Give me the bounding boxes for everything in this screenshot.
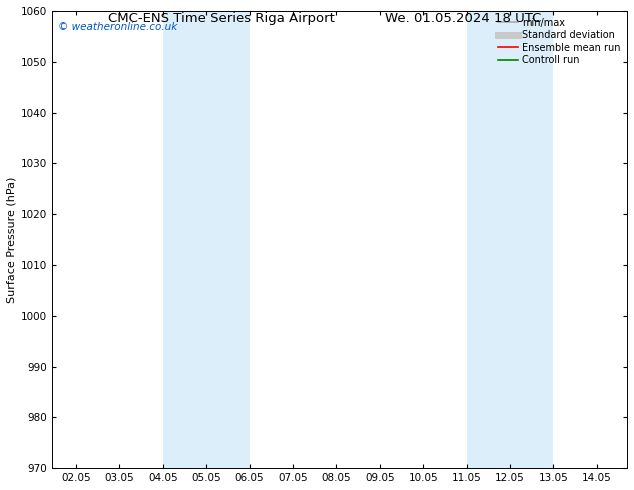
Legend: min/max, Standard deviation, Ensemble mean run, Controll run: min/max, Standard deviation, Ensemble me… [496,16,622,67]
Bar [163,11,250,468]
Bar [467,11,553,468]
Y-axis label: Surface Pressure (hPa): Surface Pressure (hPa) [7,176,17,303]
Text: We. 01.05.2024 18 UTC: We. 01.05.2024 18 UTC [385,12,541,25]
Text: CMC-ENS Time Series Riga Airport: CMC-ENS Time Series Riga Airport [108,12,335,25]
Text: © weatheronline.co.uk: © weatheronline.co.uk [58,23,178,32]
